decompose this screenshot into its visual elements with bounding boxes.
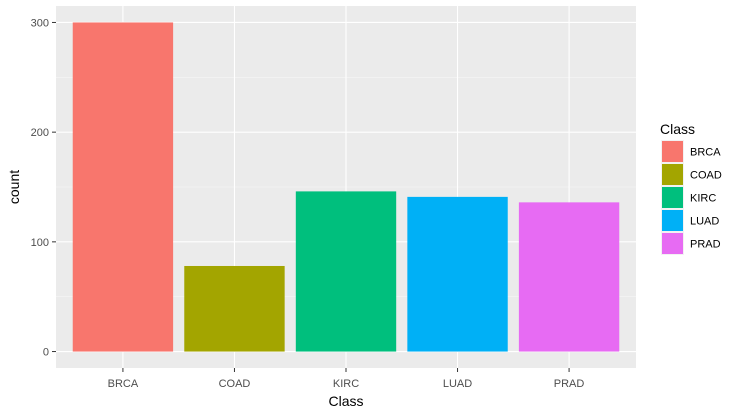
y-axis-title: count xyxy=(6,170,22,204)
x-axis-title: Class xyxy=(328,393,363,409)
legend-swatch-coad xyxy=(662,164,683,185)
legend-label-prad: PRAD xyxy=(690,239,721,251)
y-tick-label: 0 xyxy=(43,347,49,359)
bar-prad xyxy=(518,202,620,352)
x-tick-label: KIRC xyxy=(333,378,359,390)
legend-swatch-luad xyxy=(662,210,683,231)
legend-label-brca: BRCA xyxy=(690,147,721,159)
legend-swatch-kirc xyxy=(662,187,683,208)
x-tick-label: BRCA xyxy=(108,378,139,390)
legend-label-coad: COAD xyxy=(690,170,722,182)
bar-brca xyxy=(72,22,174,352)
x-tick-label: COAD xyxy=(219,378,251,390)
legend-label-luad: LUAD xyxy=(690,216,719,228)
legend-title: Class xyxy=(660,121,695,137)
y-tick-label: 100 xyxy=(31,237,49,249)
y-axis-ticks: 0 100 200 300 xyxy=(31,17,56,359)
x-tick-label: LUAD xyxy=(443,378,472,390)
bar-luad xyxy=(407,196,508,352)
legend-swatch-brca xyxy=(662,141,683,162)
legend-label-kirc: KIRC xyxy=(690,193,716,205)
legend-swatch-prad xyxy=(662,233,683,254)
bar-coad xyxy=(184,265,285,352)
legend: Class BRCA COAD KIRC LUAD PRAD xyxy=(660,121,722,255)
x-tick-label: PRAD xyxy=(554,378,585,390)
x-axis-ticks: BRCA COAD KIRC LUAD PRAD xyxy=(108,368,585,390)
bars xyxy=(72,22,620,352)
bar-kirc xyxy=(295,191,397,352)
y-tick-label: 200 xyxy=(31,127,49,139)
y-tick-label: 300 xyxy=(31,17,49,29)
